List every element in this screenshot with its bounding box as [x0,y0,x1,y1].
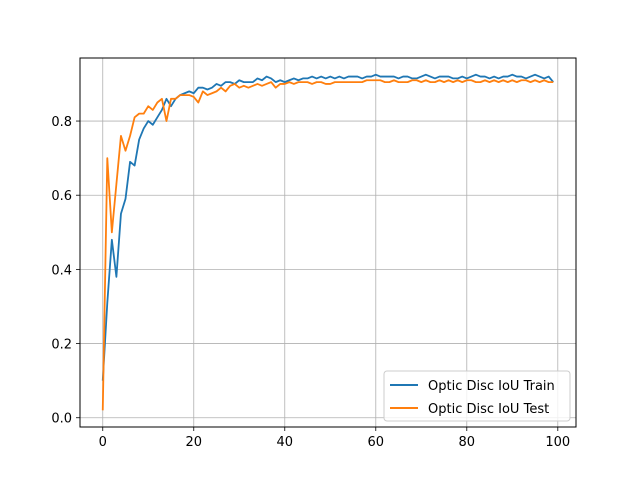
grid-lines [80,58,576,427]
x-tick-label: 60 [368,435,385,450]
series-line-1 [101,79,554,411]
y-axis-ticks: 0.0 0.2 0.4 0.6 0.8 [51,115,80,427]
legend-box [383,370,571,422]
series-lines [101,73,554,411]
y-tick-label: 0.6 [51,189,72,204]
y-tick-label: 0.2 [51,338,72,353]
x-tick-label: 80 [459,435,476,450]
x-tick-label: 40 [276,435,293,450]
x-tick-label: 100 [545,435,570,450]
legend-label-test: Optic Disc IoU Test [428,402,549,417]
x-axis-ticks: 0 20 40 60 80 100 [99,427,570,450]
axes-frame [79,57,577,428]
x-tick-label: 20 [185,435,202,450]
legend: Optic Disc IoU Train Optic Disc IoU Test [383,370,571,422]
legend-label-train: Optic Disc IoU Train [428,379,555,394]
x-tick-label: 0 [99,435,107,450]
y-tick-label: 0.0 [51,412,72,427]
y-tick-label: 0.8 [51,115,72,130]
y-tick-label: 0.4 [51,263,72,278]
